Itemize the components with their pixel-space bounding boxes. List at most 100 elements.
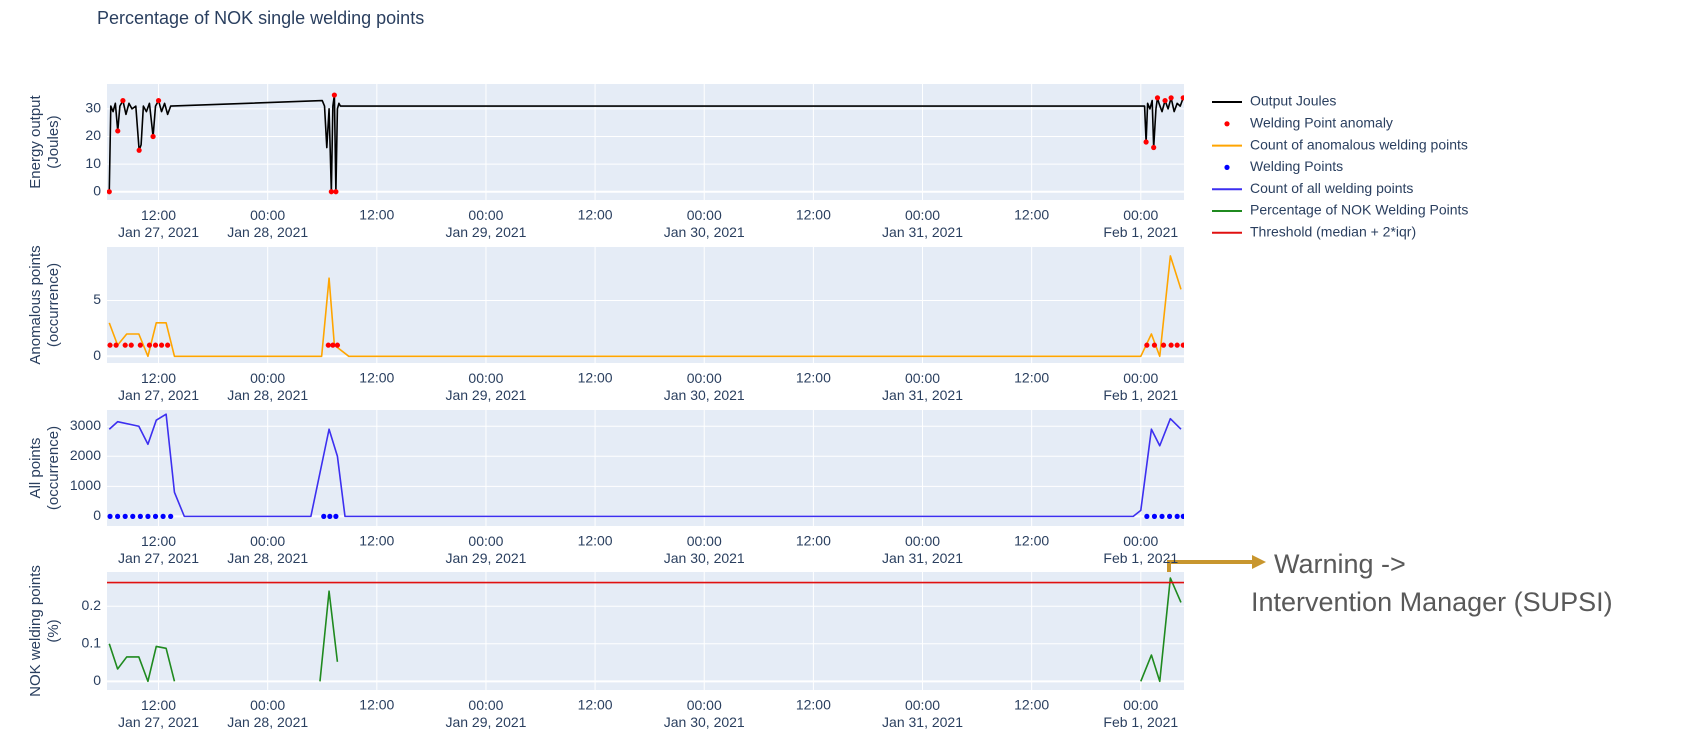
- marker: [321, 513, 327, 519]
- x-tick-label: 00:00 Feb 1, 2021: [1103, 207, 1178, 240]
- annotation: Intervention Manager (SUPSI): [1251, 587, 1613, 617]
- marker: [120, 97, 126, 104]
- x-tick-label: 12:00: [796, 533, 831, 549]
- marker: [1166, 513, 1173, 519]
- marker: [1151, 342, 1158, 348]
- marker: [155, 97, 162, 104]
- legend-symbol: [1224, 121, 1230, 127]
- marker: [330, 342, 336, 348]
- marker: [1168, 342, 1174, 348]
- line: [319, 590, 339, 682]
- marker: [333, 513, 339, 519]
- arrow-head: [1252, 555, 1266, 569]
- marker: [1144, 342, 1150, 348]
- x-tick-label: 00:00 Jan 29, 2021: [445, 370, 526, 403]
- y-tick-label: 2000: [70, 447, 101, 463]
- y-axis-title: Anomalous points(occurrence): [27, 245, 62, 364]
- marker: [137, 513, 143, 519]
- y-tick-label: 0: [93, 347, 101, 363]
- y-tick-label: 0.1: [82, 634, 102, 650]
- marker: [115, 513, 121, 519]
- y-tick-label: 0: [93, 672, 101, 688]
- x-tick-label: 12:00: [1014, 370, 1049, 386]
- marker: [107, 189, 112, 195]
- y-tick-label: 5: [93, 291, 101, 307]
- x-tick-label: 12:00: [796, 207, 831, 223]
- x-tick-label: 00:00 Feb 1, 2021: [1103, 533, 1178, 566]
- marker: [1159, 513, 1165, 519]
- x-tick-label: 00:00 Jan 30, 2021: [664, 533, 745, 566]
- y-tick-label: 0.2: [82, 597, 102, 613]
- marker: [168, 513, 174, 519]
- marker: [1162, 97, 1168, 104]
- x-tick-label: 00:00 Jan 30, 2021: [664, 370, 745, 403]
- legend-label: Output Joules: [1250, 93, 1336, 109]
- y-axis-title: NOK welding points(%): [27, 565, 62, 697]
- legend-label: Percentage of NOK Welding Points: [1250, 202, 1468, 218]
- plot-background: [107, 247, 1184, 363]
- plot-background: [107, 572, 1184, 690]
- marker: [165, 342, 171, 348]
- x-tick-label: 12:00: [578, 370, 613, 386]
- plot-area: [107, 577, 1184, 683]
- marker: [128, 342, 134, 348]
- marker: [333, 189, 339, 195]
- marker: [1168, 95, 1174, 101]
- marker: [113, 342, 119, 348]
- marker: [334, 342, 341, 348]
- line: [108, 94, 1184, 193]
- x-tick-label: 00:00 Jan 28, 2021: [227, 370, 308, 403]
- x-tick-label: 00:00 Feb 1, 2021: [1103, 697, 1178, 730]
- plot-background: [107, 410, 1184, 526]
- x-tick-label: 12:00: [796, 370, 831, 386]
- legend-label: Threshold (median + 2*iqr): [1250, 224, 1416, 240]
- marker: [152, 513, 159, 519]
- x-tick-label: 12:00: [578, 533, 613, 549]
- marker: [145, 513, 151, 519]
- annotation: Warning ->: [1274, 549, 1406, 579]
- plot-area: [107, 92, 1184, 195]
- x-tick-label: 00:00 Jan 29, 2021: [445, 533, 526, 566]
- marker: [1143, 139, 1149, 145]
- legend-label: Welding Point anomaly: [1250, 115, 1393, 131]
- x-tick-label: 00:00 Jan 29, 2021: [445, 207, 526, 240]
- marker: [1180, 513, 1184, 519]
- marker: [150, 133, 156, 140]
- chart-title: Percentage of NOK single welding points: [97, 8, 424, 28]
- marker: [115, 128, 121, 134]
- y-tick-label: 10: [85, 155, 101, 171]
- x-tick-label: 12:00 Jan 27, 2021: [118, 207, 199, 240]
- plot-area: [107, 255, 1184, 358]
- legend-label: Count of all welding points: [1250, 180, 1413, 196]
- x-tick-label: 00:00 Jan 31, 2021: [882, 207, 963, 240]
- x-tick-label: 00:00 Jan 31, 2021: [882, 697, 963, 730]
- marker: [1154, 95, 1161, 101]
- x-tick-label: 00:00 Jan 29, 2021: [445, 697, 526, 730]
- marker: [1180, 95, 1184, 101]
- x-tick-label: 12:00: [1014, 533, 1049, 549]
- x-tick-label: 12:00: [359, 370, 394, 386]
- marker: [1180, 342, 1184, 348]
- marker: [331, 92, 337, 98]
- marker: [158, 342, 165, 348]
- legend-label: Welding Points: [1250, 158, 1343, 174]
- marker: [137, 342, 143, 348]
- marker: [1144, 513, 1150, 519]
- marker: [325, 342, 331, 348]
- line: [1140, 577, 1182, 683]
- marker: [1151, 513, 1158, 519]
- marker: [1174, 342, 1180, 348]
- y-tick-label: 20: [85, 127, 101, 143]
- marker: [146, 342, 153, 348]
- x-tick-label: 00:00 Feb 1, 2021: [1103, 370, 1178, 403]
- line: [108, 643, 176, 683]
- x-tick-label: 12:00: [359, 533, 394, 549]
- plot-area: [107, 413, 1184, 519]
- line: [108, 413, 1182, 518]
- marker: [136, 147, 142, 153]
- x-tick-label: 12:00: [796, 697, 831, 713]
- legend-symbol: [1224, 164, 1230, 170]
- x-tick-label: 12:00: [1014, 697, 1049, 713]
- x-tick-label: 00:00 Jan 28, 2021: [227, 533, 308, 566]
